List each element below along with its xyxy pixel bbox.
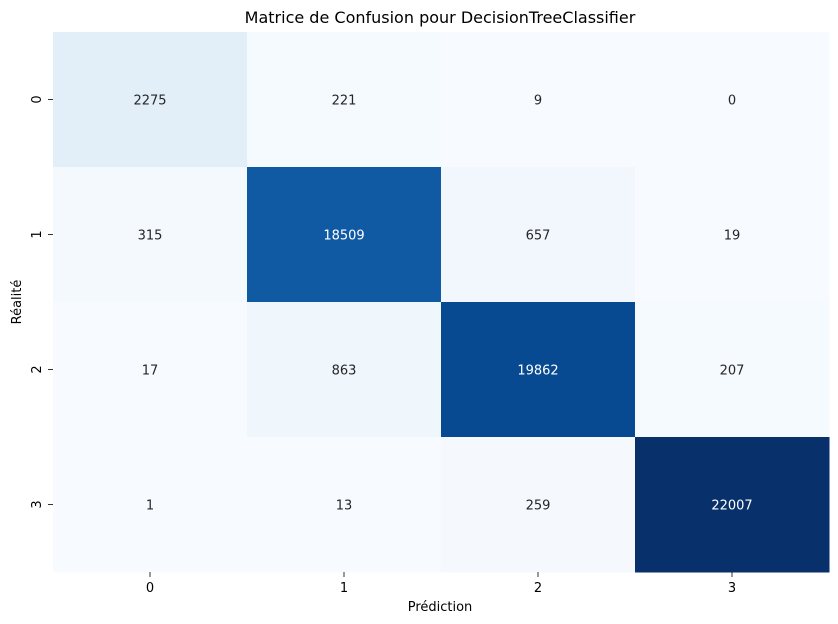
y-axis-label: Réalité xyxy=(10,280,25,325)
heatmap-cell-1-1 xyxy=(247,167,442,303)
heatmap-cell-3-3 xyxy=(635,437,830,573)
heatmap-cell-1-2 xyxy=(441,167,636,303)
heatmap-cell-0-0 xyxy=(53,32,248,168)
y-tick-label: 1 xyxy=(30,230,45,238)
cell-value-label: 259 xyxy=(526,499,551,514)
heatmap-cell-2-3 xyxy=(635,302,830,438)
y-tick-label: 0 xyxy=(30,95,45,103)
x-tick-label: 0 xyxy=(146,581,154,596)
cell-value-label: 9 xyxy=(534,94,542,109)
cell-value-label: 19862 xyxy=(517,364,558,379)
x-tick-label: 1 xyxy=(340,581,348,596)
cell-value-label: 13 xyxy=(336,499,353,514)
chart-title: Matrice de Confusion pour DecisionTreeCl… xyxy=(245,8,636,27)
cell-value-label: 18509 xyxy=(323,229,364,244)
y-tick-label: 2 xyxy=(30,365,45,373)
cell-value-label: 315 xyxy=(138,229,163,244)
heatmap-cell-3-0 xyxy=(53,437,248,573)
x-axis: 0 1 2 3 xyxy=(146,572,736,596)
cell-value-label: 207 xyxy=(720,364,745,379)
x-tick-label: 2 xyxy=(534,581,542,596)
cell-value-label: 2275 xyxy=(133,94,166,109)
heatmap-cell-3-1 xyxy=(247,437,442,573)
y-axis: 0 1 2 3 xyxy=(30,95,53,509)
heatmap-cell-0-2 xyxy=(441,32,636,168)
cell-value-label: 22007 xyxy=(711,499,752,514)
cell-value-label: 657 xyxy=(526,229,551,244)
heatmap-cell-3-2 xyxy=(441,437,636,573)
heatmap-cell-1-0 xyxy=(53,167,248,303)
cell-value-label: 1 xyxy=(146,499,154,514)
x-tick-label: 3 xyxy=(728,581,736,596)
heatmap-cell-2-0 xyxy=(53,302,248,438)
x-axis-label: Prédiction xyxy=(408,600,473,615)
heatmap-cell-0-3 xyxy=(635,32,830,168)
cell-value-label: 221 xyxy=(332,94,357,109)
heatmap-cells: 2275 221 9 0 315 18509 657 19 17 863 19862 207 1 13 25… xyxy=(53,32,830,573)
heatmap-cell-2-1 xyxy=(247,302,442,438)
heatmap-cell-2-2 xyxy=(441,302,636,438)
cell-value-label: 17 xyxy=(142,364,159,379)
y-tick-label: 3 xyxy=(30,500,45,508)
cell-value-label: 0 xyxy=(728,94,736,109)
cell-value-label: 863 xyxy=(332,364,357,379)
heatmap-cell-1-3 xyxy=(635,167,830,303)
cell-value-label: 19 xyxy=(724,229,741,244)
heatmap-cell-0-1 xyxy=(247,32,442,168)
